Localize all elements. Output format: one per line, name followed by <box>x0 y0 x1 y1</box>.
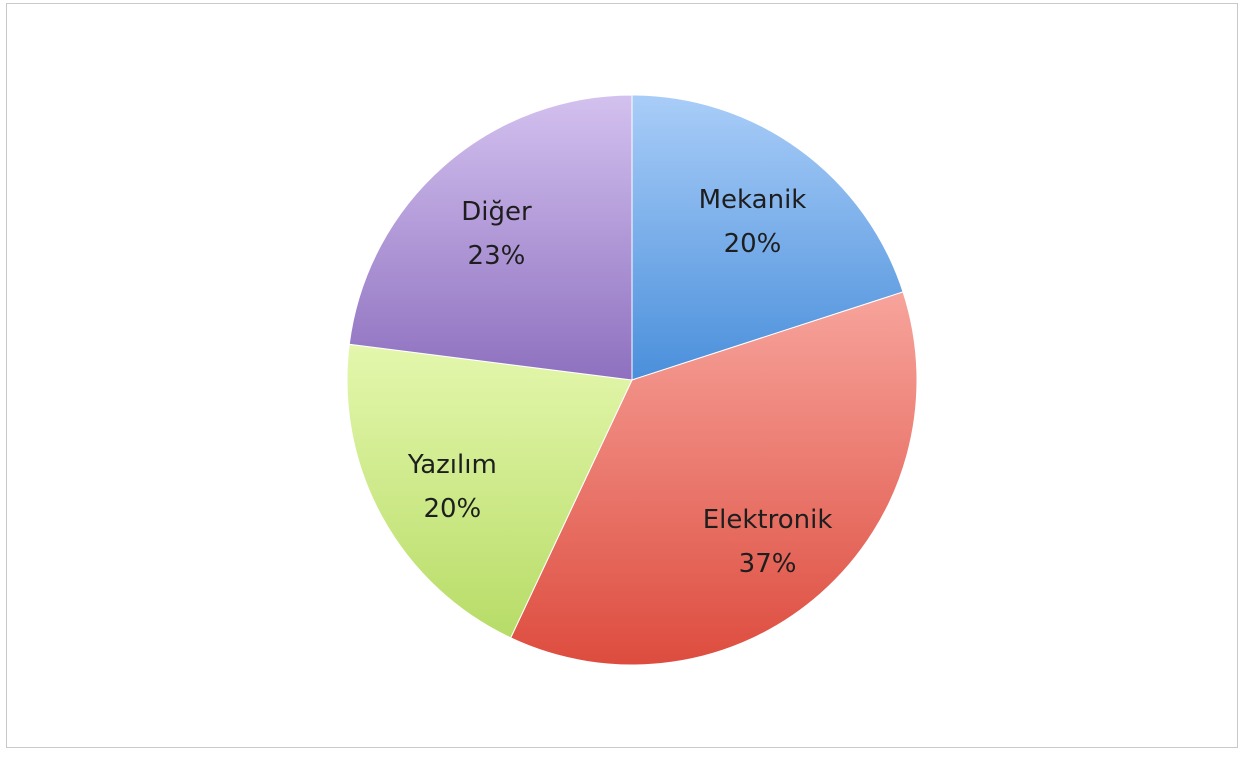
pie-slice-yazlm <box>346 343 633 639</box>
slice-label-mekanik: Mekanik 20% <box>699 185 807 259</box>
slice-label-name: Mekanik <box>699 185 807 215</box>
slice-label-name: Diğer <box>461 197 532 227</box>
pie-labels: Mekanik 20% Elektronik 37% Yazılım 20% Diğer 23… <box>407 185 833 579</box>
slice-label-percent: 20% <box>724 229 782 259</box>
pie-slice-elektronik <box>509 291 918 666</box>
slice-label-percent: 20% <box>423 494 481 524</box>
slice-label-yazlm: Yazılım 20% <box>407 450 497 524</box>
pie-slices <box>346 94 918 666</box>
slice-label-diger: Diğer 23% <box>461 197 532 271</box>
pie-slice-diger <box>348 94 633 381</box>
pie-slice-mekanik <box>631 94 904 381</box>
slice-label-name: Elektronik <box>703 505 833 535</box>
slice-label-percent: 23% <box>468 241 526 271</box>
slice-label-percent: 37% <box>739 549 797 579</box>
slice-label-elektronik: Elektronik 37% <box>703 505 833 579</box>
slice-label-name: Yazılım <box>407 450 497 480</box>
